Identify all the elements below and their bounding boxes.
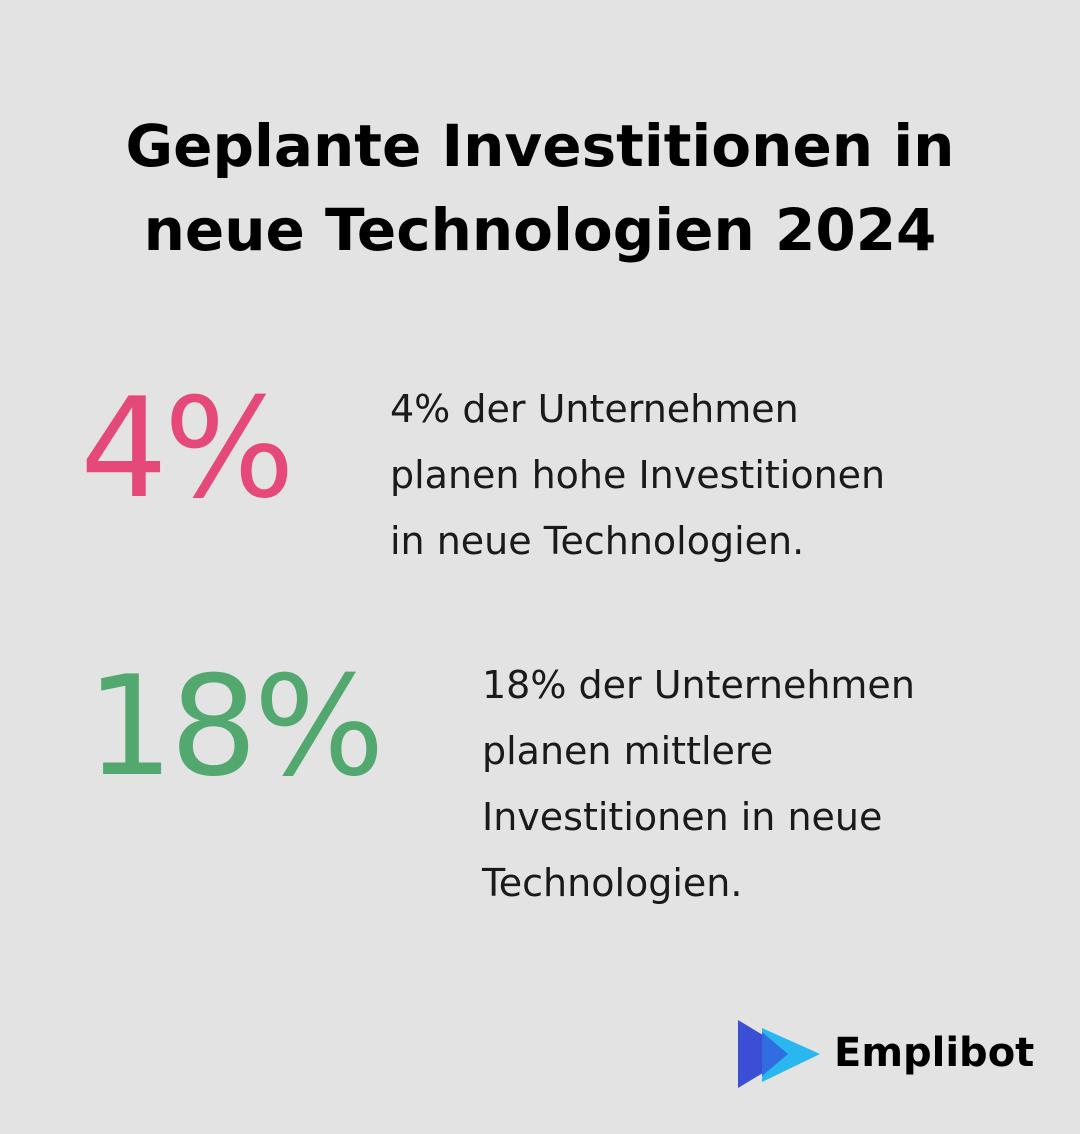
stat-description-medium: 18% der Unternehmen planen mittlere Inve… bbox=[482, 652, 915, 916]
stat-value-high: 4% bbox=[80, 368, 295, 529]
stat-description-line: Investitionen in neue bbox=[482, 795, 883, 839]
stat-description-line: planen mittlere bbox=[482, 729, 774, 773]
stat-description-high: 4% der Unternehmen planen hohe Investiti… bbox=[390, 376, 885, 574]
brand-logo: Emplibot bbox=[736, 1018, 1046, 1092]
stat-description-line: in neue Technologien. bbox=[390, 519, 805, 563]
brand-name: Emplibot bbox=[834, 1030, 1035, 1076]
play-arrows-logo-icon bbox=[738, 1020, 820, 1088]
title-line-1: Geplante Investitionen in bbox=[125, 112, 955, 180]
stat-description-line: 4% der Unternehmen bbox=[390, 387, 799, 431]
stat-value-medium: 18% bbox=[86, 646, 385, 807]
stat-description-line: 18% der Unternehmen bbox=[482, 663, 915, 707]
page-title: Geplante Investitionen in neue Technolog… bbox=[40, 104, 1040, 272]
stat-description-line: planen hohe Investitionen bbox=[390, 453, 886, 497]
title-line-2: neue Technologien 2024 bbox=[143, 196, 937, 264]
stat-description-line: Technologien. bbox=[482, 861, 743, 905]
